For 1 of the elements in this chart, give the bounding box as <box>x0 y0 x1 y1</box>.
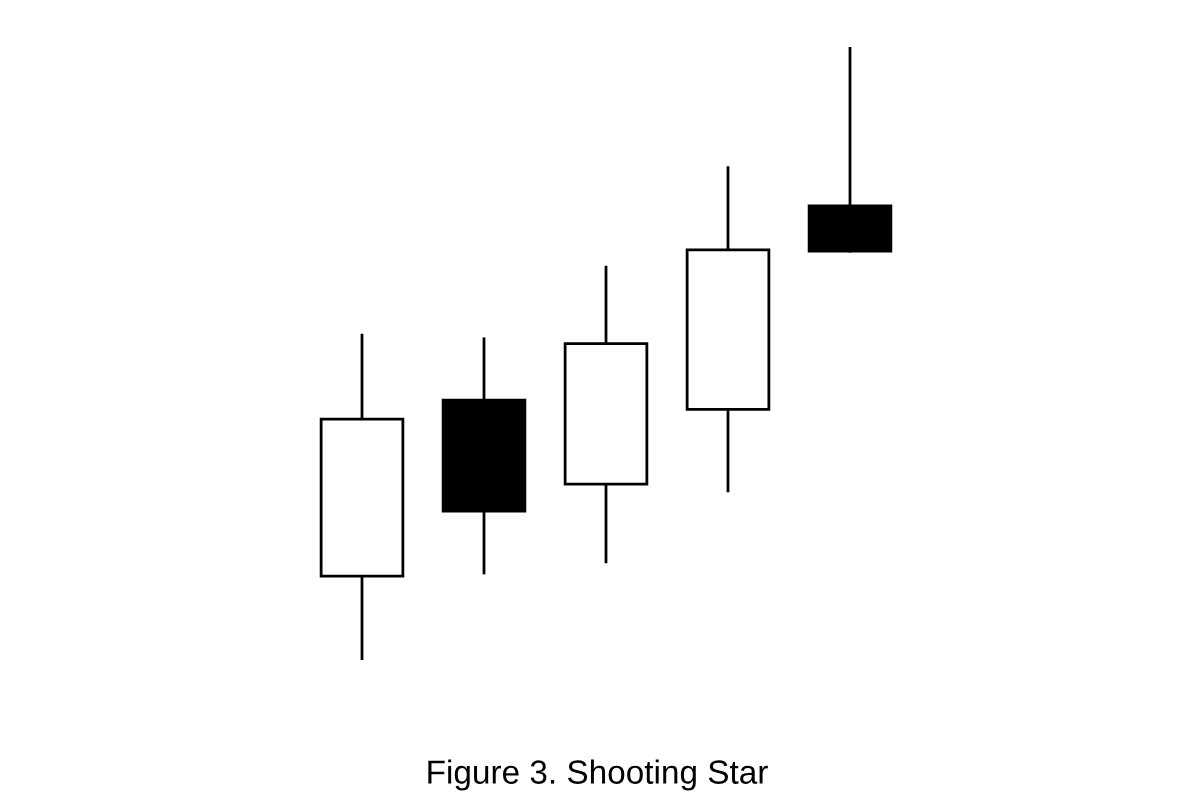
text: Figure 3. Shooting Star <box>428 759 768 791</box>
